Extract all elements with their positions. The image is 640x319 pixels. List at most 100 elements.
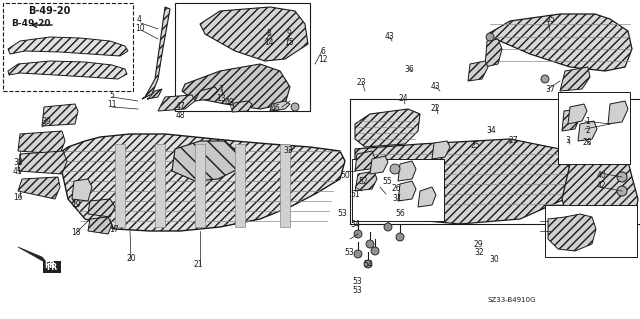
Polygon shape	[18, 177, 60, 199]
Text: 1: 1	[585, 117, 590, 126]
Circle shape	[366, 240, 374, 248]
Polygon shape	[370, 156, 388, 174]
Text: 3: 3	[566, 136, 571, 145]
Text: 51: 51	[350, 190, 360, 199]
Polygon shape	[115, 144, 125, 227]
Polygon shape	[488, 14, 632, 71]
Text: 56: 56	[395, 209, 405, 218]
Text: 23: 23	[356, 78, 367, 87]
Circle shape	[396, 233, 404, 241]
Polygon shape	[195, 144, 205, 227]
Text: 20: 20	[126, 254, 136, 263]
Text: 15: 15	[284, 38, 294, 47]
Text: 43: 43	[430, 82, 440, 91]
Polygon shape	[398, 161, 416, 181]
Polygon shape	[8, 37, 128, 56]
Text: 34: 34	[486, 126, 497, 135]
Text: 21: 21	[194, 260, 203, 269]
Bar	[3, 3, 133, 91]
Text: 27: 27	[508, 136, 518, 145]
Text: 55: 55	[382, 177, 392, 186]
Text: 31: 31	[392, 194, 402, 203]
Polygon shape	[195, 87, 218, 101]
Text: 46: 46	[270, 104, 280, 113]
Text: 28: 28	[583, 138, 592, 147]
Polygon shape	[8, 61, 127, 79]
Polygon shape	[562, 157, 638, 231]
Bar	[558, 92, 630, 164]
Polygon shape	[562, 109, 580, 131]
Polygon shape	[548, 214, 596, 251]
Polygon shape	[568, 104, 587, 124]
Polygon shape	[560, 67, 590, 91]
Polygon shape	[235, 144, 245, 227]
Polygon shape	[147, 89, 162, 99]
Polygon shape	[18, 131, 65, 154]
Text: 7: 7	[218, 85, 223, 94]
Text: 53: 53	[352, 277, 362, 286]
Text: B-49-20: B-49-20	[11, 19, 51, 28]
Text: 9: 9	[287, 29, 292, 38]
Circle shape	[390, 164, 400, 174]
Bar	[352, 159, 444, 221]
Text: 53: 53	[344, 248, 354, 256]
Text: FR: FR	[47, 263, 58, 271]
Polygon shape	[355, 139, 570, 224]
Polygon shape	[158, 95, 195, 111]
Polygon shape	[485, 39, 502, 67]
Text: 38: 38	[13, 158, 23, 167]
Text: 13: 13	[216, 94, 226, 103]
Polygon shape	[18, 151, 67, 174]
Text: 49: 49	[224, 98, 234, 107]
Polygon shape	[280, 144, 290, 227]
Circle shape	[364, 260, 372, 268]
Circle shape	[354, 230, 362, 238]
Circle shape	[371, 247, 379, 255]
Polygon shape	[155, 144, 165, 227]
Text: 48: 48	[175, 111, 186, 120]
Text: 16: 16	[13, 193, 23, 202]
Circle shape	[384, 223, 392, 231]
Text: B-49-20: B-49-20	[28, 6, 70, 16]
Text: 10: 10	[134, 24, 145, 33]
Polygon shape	[172, 141, 240, 181]
Polygon shape	[88, 217, 112, 234]
Text: 22: 22	[431, 104, 440, 113]
Text: 25: 25	[470, 141, 480, 150]
Polygon shape	[18, 247, 48, 264]
Bar	[545, 205, 637, 257]
Polygon shape	[418, 187, 436, 207]
Polygon shape	[200, 7, 308, 61]
Text: 14: 14	[264, 38, 274, 47]
Polygon shape	[88, 199, 115, 217]
Text: 40: 40	[596, 171, 607, 180]
Text: FR: FR	[44, 262, 56, 271]
Text: 37: 37	[545, 85, 556, 94]
Polygon shape	[578, 121, 597, 141]
Circle shape	[541, 75, 549, 83]
Polygon shape	[355, 151, 375, 171]
Circle shape	[354, 250, 362, 258]
Text: 19: 19	[70, 200, 81, 209]
Text: 30: 30	[489, 256, 499, 264]
Polygon shape	[468, 61, 488, 81]
Circle shape	[617, 186, 627, 196]
Polygon shape	[142, 7, 170, 99]
Text: 47: 47	[175, 102, 186, 111]
Polygon shape	[608, 101, 628, 124]
Text: 42: 42	[596, 181, 607, 189]
Text: 53: 53	[337, 209, 348, 218]
Text: 52: 52	[358, 177, 369, 186]
Polygon shape	[270, 101, 290, 111]
Text: 12: 12	[319, 56, 328, 64]
Text: 36: 36	[404, 65, 415, 74]
Text: 17: 17	[109, 225, 119, 234]
Circle shape	[486, 33, 494, 41]
Polygon shape	[355, 109, 420, 147]
Text: 24: 24	[398, 94, 408, 103]
Text: 29: 29	[474, 240, 484, 249]
Circle shape	[617, 172, 627, 182]
Text: 4: 4	[137, 15, 142, 24]
Text: 54: 54	[363, 260, 373, 269]
Circle shape	[291, 103, 299, 111]
